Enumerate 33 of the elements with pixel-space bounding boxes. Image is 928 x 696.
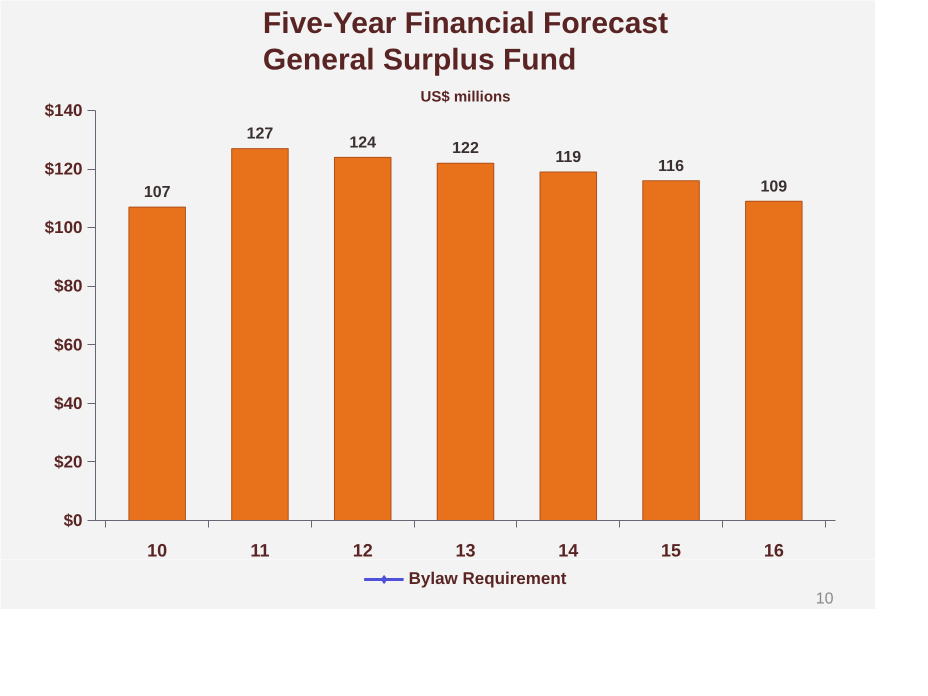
data-label: 127 <box>246 126 274 143</box>
bar <box>128 206 186 520</box>
y-tick-label: $120 <box>44 160 83 179</box>
y-tick-label: $100 <box>44 218 83 238</box>
data-label: 107 <box>144 184 171 202</box>
y-tick-label: $80 <box>54 276 83 296</box>
chart-title: Five-Year Financial Forecast General Surplus Fund <box>262 7 668 76</box>
y-tick-label: $60 <box>54 335 83 354</box>
data-label: 109 <box>760 178 788 196</box>
data-label: 124 <box>349 134 376 152</box>
bar <box>745 200 803 520</box>
data-label: 119 <box>555 149 582 166</box>
bar <box>231 148 289 520</box>
x-tick-label: 13 <box>455 540 476 560</box>
bar <box>436 162 494 520</box>
y-tick-label: $0 <box>64 511 83 530</box>
y-tick-label: $140 <box>44 101 83 120</box>
chart-subtitle: US$ millions <box>420 88 511 106</box>
y-tick-label: $20 <box>54 452 83 472</box>
y-tick-label: $40 <box>54 394 83 413</box>
bar <box>334 156 392 520</box>
bar <box>642 180 700 520</box>
x-tick-label: 14 <box>558 540 578 560</box>
data-label: 122 <box>452 140 479 158</box>
bar <box>540 172 598 520</box>
x-tick-label: 16 <box>764 540 784 560</box>
data-label: 116 <box>658 158 684 175</box>
x-tick-label: 12 <box>352 540 373 560</box>
x-tick-label: 15 <box>661 540 682 560</box>
x-tick-label: 10 <box>147 540 168 560</box>
text: 10 <box>816 590 834 608</box>
x-tick-label: 11 <box>250 540 270 560</box>
legend-label: Bylaw Requirement <box>408 569 566 589</box>
